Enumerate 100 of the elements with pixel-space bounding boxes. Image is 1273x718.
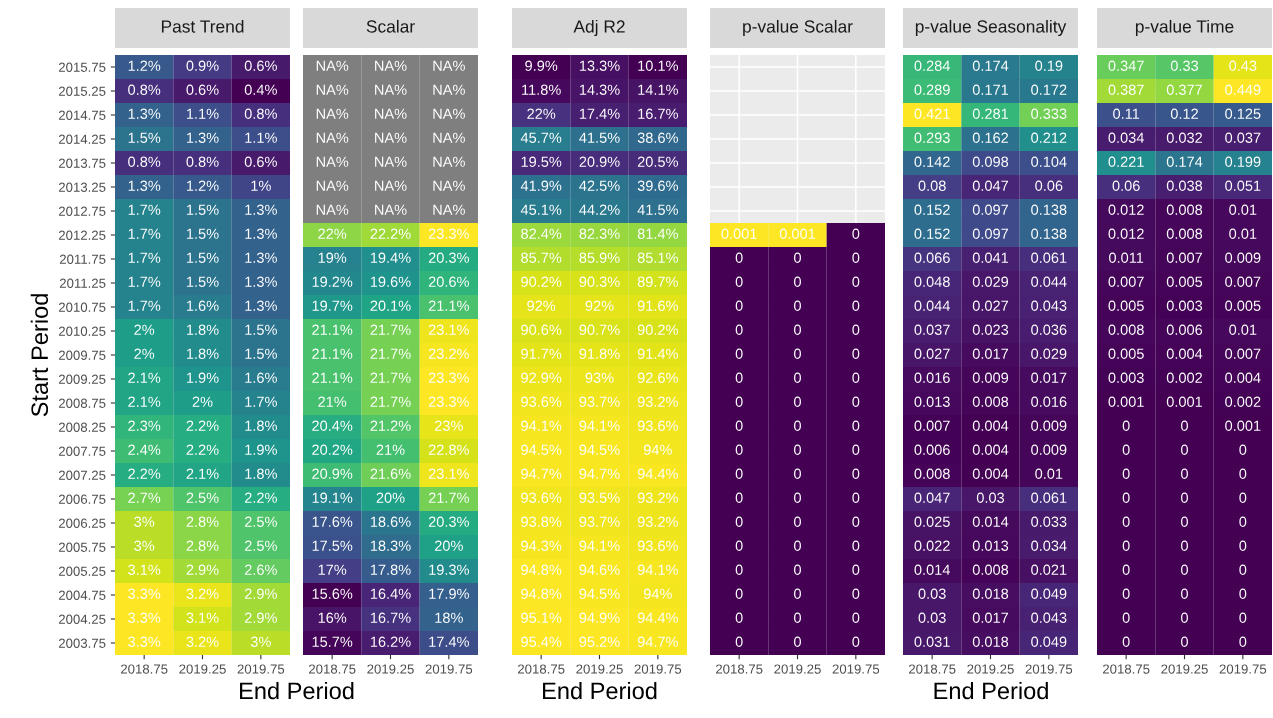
data-label: 16.4% (370, 588, 411, 599)
data-label: 0 (1239, 516, 1247, 527)
data-label: 0 (794, 252, 801, 263)
data-label: 0 (794, 444, 801, 455)
data-label: 0 (852, 564, 860, 575)
text: NA% (375, 204, 407, 215)
data-label: 0.06 (1035, 180, 1063, 191)
data-label: 0 (852, 324, 860, 335)
data-label: 2.9% (244, 612, 277, 623)
data-label: 0 (1122, 540, 1130, 551)
data-label: 0.006 (1166, 324, 1203, 335)
data-label: 18% (435, 612, 463, 623)
text: NA% (375, 108, 407, 119)
data-label: 0.152 (914, 204, 950, 215)
data-label: 0.005 (1225, 300, 1261, 311)
data-label: 10.1% (638, 60, 678, 71)
data-label: 1.5% (186, 228, 219, 239)
x-tick-label: 2018.75 (1102, 664, 1150, 674)
data-label: 0 (1181, 516, 1188, 527)
data-label: 2.1% (128, 396, 161, 407)
data-label: 0.033 (1031, 516, 1067, 527)
text: NA% (375, 60, 407, 71)
data-label: 93.2% (637, 516, 678, 527)
text: NA% (433, 204, 465, 215)
data-label: 20.6% (428, 276, 469, 287)
data-label: 0 (794, 564, 801, 575)
data-label: 0 (1122, 564, 1130, 575)
data-label: 0.001 (721, 228, 757, 239)
data-label: 94.7% (637, 636, 678, 647)
data-label: 0 (1181, 468, 1188, 479)
data-label: 0.014 (914, 564, 950, 575)
data-label: 1.3% (245, 300, 277, 311)
data-label: 0.001 (1108, 396, 1144, 407)
data-label: 0.027 (972, 300, 1009, 311)
data-label: 0 (794, 612, 801, 623)
data-label: 0.152 (914, 228, 950, 239)
data-label: 20% (434, 540, 463, 551)
data-label: 0.8% (128, 84, 161, 95)
data-label: 0 (794, 372, 801, 383)
data-label: 0.016 (914, 372, 950, 383)
data-label: 0 (1122, 612, 1130, 623)
data-label: 0.377 (1166, 84, 1203, 95)
data-label: 0 (735, 516, 743, 527)
data-label: 0.013 (972, 540, 1009, 551)
data-label: 0 (794, 300, 801, 311)
data-label: 0.011 (1109, 252, 1144, 263)
data-label: 41.5% (637, 204, 678, 215)
data-label: 45.1% (520, 204, 562, 215)
text: NA% (433, 180, 465, 191)
data-label: 0.9% (186, 60, 219, 71)
y-tick-label: 2008.25 (58, 422, 106, 432)
chart-title: p-value Seasonality (915, 19, 1067, 37)
data-label: 1.7% (128, 252, 161, 263)
data-label: 1.2% (186, 180, 219, 191)
data-label: 0 (735, 612, 743, 623)
data-label: 0.097 (972, 228, 1009, 239)
data-label: 39.6% (637, 180, 678, 191)
x-tick-label: 2019.25 (576, 664, 623, 674)
y-tick-label: 2009.25 (58, 374, 106, 384)
data-label: 22.8% (428, 444, 469, 455)
data-label: 0 (735, 324, 743, 335)
data-label: 21.7% (370, 372, 411, 383)
data-label: 0 (1122, 636, 1130, 647)
y-tick-label: 2012.75 (58, 206, 106, 216)
data-label: 2.5% (244, 540, 277, 551)
data-label: 0 (794, 324, 801, 335)
data-label: 2.2% (186, 420, 219, 431)
y-axis-title: Start Period (30, 294, 49, 417)
data-label: 0.01 (1229, 228, 1257, 239)
data-label: 19.3% (429, 564, 469, 575)
data-label: 3% (250, 636, 271, 647)
data-label: 0.036 (1031, 324, 1067, 335)
data-label: 44.2% (579, 204, 620, 215)
data-label: 0 (735, 252, 743, 263)
text: NA% (433, 60, 465, 71)
data-label: 20.5% (637, 156, 678, 167)
data-label: 0.031 (914, 636, 950, 647)
data-label: 0.034 (1031, 540, 1067, 551)
data-label: 2.1% (186, 468, 219, 479)
data-label: 23.1% (428, 324, 469, 335)
data-label: 0.333 (1031, 108, 1067, 119)
data-label: 0 (1122, 588, 1130, 599)
data-label: 90.2% (637, 324, 678, 335)
x-axis-title: End Period (934, 681, 1048, 700)
chart-title: p-value Time (1135, 19, 1234, 37)
data-label: 0.162 (972, 132, 1009, 143)
data-label: 0.005 (1108, 300, 1144, 311)
data-label: 21.1% (312, 348, 353, 359)
data-label: 94.1% (637, 564, 678, 575)
data-label: 2.2% (244, 492, 277, 503)
data-label: 16% (318, 612, 347, 623)
data-label: 0.009 (1225, 252, 1261, 263)
data-label: 0 (794, 348, 801, 359)
data-label: 0.008 (1166, 204, 1203, 215)
data-label: 90.3% (579, 276, 620, 287)
data-label: 0.199 (1225, 156, 1261, 167)
data-label: 0.025 (914, 516, 950, 527)
x-tick-label: 2018.75 (517, 664, 565, 674)
data-label: 93% (585, 372, 614, 383)
data-label: 0.8% (186, 156, 219, 167)
